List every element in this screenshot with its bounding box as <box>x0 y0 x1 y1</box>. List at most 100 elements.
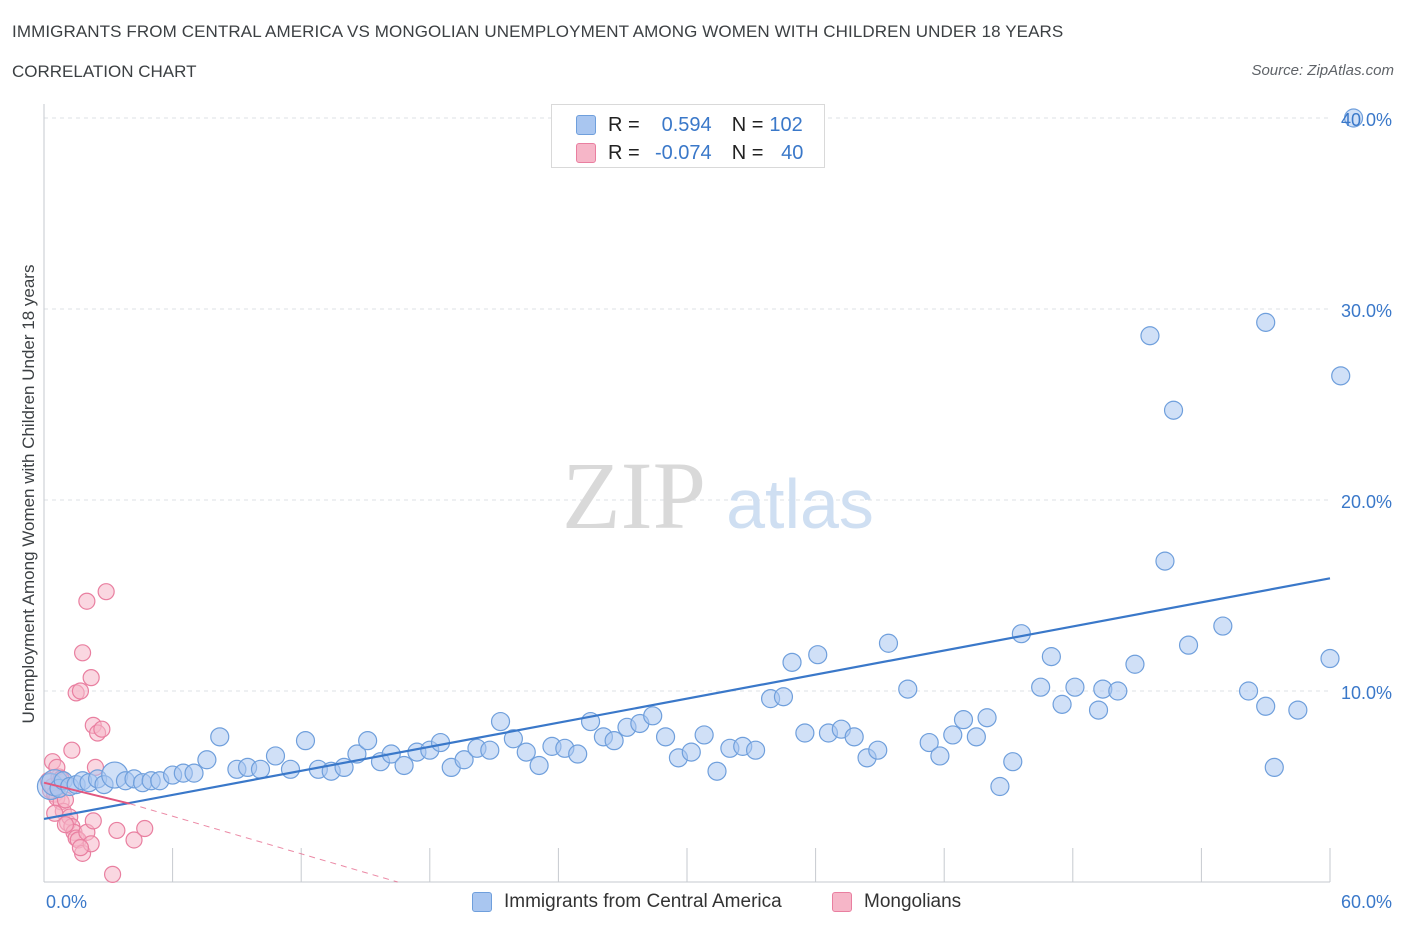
n-value: 102 <box>769 113 803 136</box>
data-point-central-america <box>1331 366 1351 386</box>
r-value: -0.074 <box>654 141 712 164</box>
data-point-central-america <box>1088 700 1109 720</box>
data-point-central-america <box>280 759 301 779</box>
x-tick-label: 60.0% <box>1341 892 1392 912</box>
data-point-central-america <box>1052 694 1072 714</box>
watermark: ZIP atlas <box>562 442 874 549</box>
y-tick-label: 40.0% <box>1341 110 1392 130</box>
data-point-central-america <box>454 750 474 770</box>
legend-label-central-america: Immigrants from Central America <box>504 891 782 912</box>
data-point-central-america <box>490 711 511 732</box>
data-point-mongolians <box>78 592 96 610</box>
data-point-central-america <box>1163 400 1184 420</box>
data-point-central-america <box>1011 624 1031 644</box>
data-point-central-america <box>930 746 950 766</box>
tick-labels: 10.0% 20.0% 30.0% 40.0% 0.0% 60.0% <box>46 110 1392 912</box>
r-value: 0.594 <box>661 113 712 136</box>
data-point-central-america <box>1155 551 1175 571</box>
legend-swatch-blue <box>472 892 492 912</box>
data-point-mongolians <box>103 865 122 883</box>
data-point-central-america <box>1256 696 1276 716</box>
data-point-central-america <box>1320 648 1340 669</box>
data-point-central-america <box>1256 312 1276 332</box>
x-tick-label: 0.0% <box>46 892 87 912</box>
data-point-central-america <box>694 725 714 745</box>
data-point-central-america <box>1178 635 1199 655</box>
data-point-mongolians <box>108 821 126 840</box>
data-point-central-america <box>1238 681 1259 701</box>
data-point-central-america <box>919 732 939 753</box>
data-point-central-america <box>655 727 676 747</box>
legend-item-mongolians[interactable]: Mongolians <box>832 888 961 916</box>
n-label: N = <box>731 113 764 136</box>
data-point-central-america <box>568 744 588 764</box>
legend-row-mongolians: R = -0.074 N = 40 <box>576 141 803 165</box>
r-label: R = <box>608 113 640 136</box>
watermark-zip: ZIP <box>562 442 706 549</box>
data-point-central-america <box>1031 677 1051 697</box>
data-point-central-america <box>977 708 997 728</box>
data-point-central-america <box>707 761 727 781</box>
data-point-central-america <box>358 731 378 751</box>
legend-row-central-america: R = 0.594 N = 102 <box>576 113 803 137</box>
legend-swatch-pink <box>576 143 596 163</box>
grid-lines <box>44 117 1330 692</box>
chart-title: IMMIGRANTS FROM CENTRAL AMERICA VS MONGO… <box>12 22 1064 41</box>
data-point-mongolians <box>136 819 154 838</box>
data-point-central-america <box>868 740 888 760</box>
data-point-central-america <box>1003 752 1023 772</box>
data-point-central-america <box>745 740 766 760</box>
data-point-central-america <box>394 755 414 776</box>
data-point-central-america <box>681 742 701 762</box>
trendline-central-america <box>43 577 1331 821</box>
mongolians-points <box>39 583 154 883</box>
data-point-central-america <box>184 763 204 783</box>
data-point-central-america <box>250 759 271 779</box>
data-point-central-america <box>1108 681 1128 701</box>
trendlines <box>43 577 1331 883</box>
data-point-central-america <box>503 729 523 749</box>
data-point-central-america <box>197 750 217 770</box>
data-point-central-america <box>943 725 963 745</box>
data-point-central-america <box>953 710 974 730</box>
data-point-central-america <box>1041 647 1061 667</box>
data-point-mongolians <box>71 682 90 700</box>
data-point-central-america <box>480 740 500 760</box>
trendline-mongolians-extension <box>129 803 398 883</box>
data-point-central-america <box>604 731 624 751</box>
y-axis-label: Unemployment Among Women with Children U… <box>19 265 38 724</box>
data-point-mongolians <box>56 816 75 834</box>
y-tick-label: 30.0% <box>1341 301 1392 321</box>
data-point-central-america <box>210 727 230 747</box>
data-point-central-america <box>1125 654 1145 674</box>
data-point-central-america <box>1140 326 1160 346</box>
data-point-mongolians <box>82 669 100 687</box>
data-point-central-america <box>295 731 316 751</box>
data-point-central-america <box>898 679 918 699</box>
source-note: Source: ZipAtlas.com <box>1251 62 1394 79</box>
data-point-central-america <box>808 645 828 665</box>
watermark-atlas: atlas <box>726 465 874 543</box>
chart-subtitle: CORRELATION CHART <box>12 62 197 81</box>
data-point-mongolians <box>63 741 81 759</box>
axes <box>43 104 1331 883</box>
data-point-mongolians <box>71 839 90 857</box>
data-point-central-america <box>878 633 899 653</box>
data-point-mongolians <box>93 720 111 738</box>
data-point-central-america <box>1343 108 1364 128</box>
data-point-central-america <box>516 742 536 762</box>
data-point-central-america <box>990 776 1010 797</box>
n-label: N = <box>731 141 764 164</box>
data-point-mongolians <box>125 831 143 849</box>
data-point-central-america <box>795 723 815 743</box>
data-point-central-america <box>782 652 802 672</box>
data-point-central-america <box>844 727 864 747</box>
data-point-central-america <box>265 746 286 766</box>
data-point-central-america <box>966 727 986 747</box>
data-point-mongolians <box>73 644 92 662</box>
legend-item-central-america[interactable]: Immigrants from Central America <box>472 888 782 916</box>
data-point-central-america <box>773 687 794 707</box>
data-point-central-america <box>529 755 549 776</box>
legend-swatch-blue <box>576 115 596 135</box>
